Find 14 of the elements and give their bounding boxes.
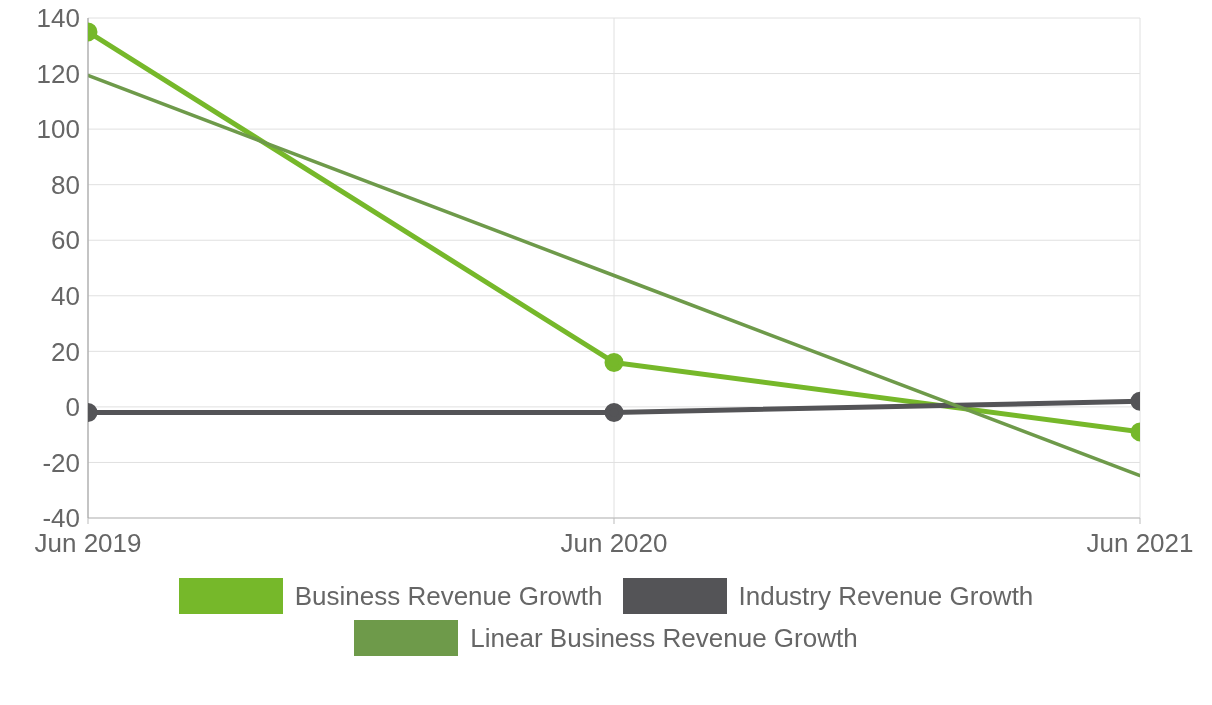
y-tick-label: 80: [51, 169, 80, 200]
legend-label: Industry Revenue Growth: [738, 580, 1034, 612]
legend-label: Linear Business Revenue Growth: [470, 622, 858, 654]
y-tick-label: 60: [51, 225, 80, 256]
x-tick-label: Jun 2020: [560, 528, 668, 559]
y-tick-label: 120: [36, 58, 80, 89]
y-tick-label: 100: [36, 114, 80, 145]
x-tick-label: Jun 2021: [1086, 528, 1194, 559]
y-tick-label: 0: [65, 392, 80, 423]
y-tick-label: 40: [51, 281, 80, 312]
y-tick-label: 20: [51, 336, 80, 367]
y-tick-label: 140: [36, 3, 80, 34]
y-tick-label: -20: [42, 447, 80, 478]
legend-label: Business Revenue Growth: [294, 580, 603, 612]
